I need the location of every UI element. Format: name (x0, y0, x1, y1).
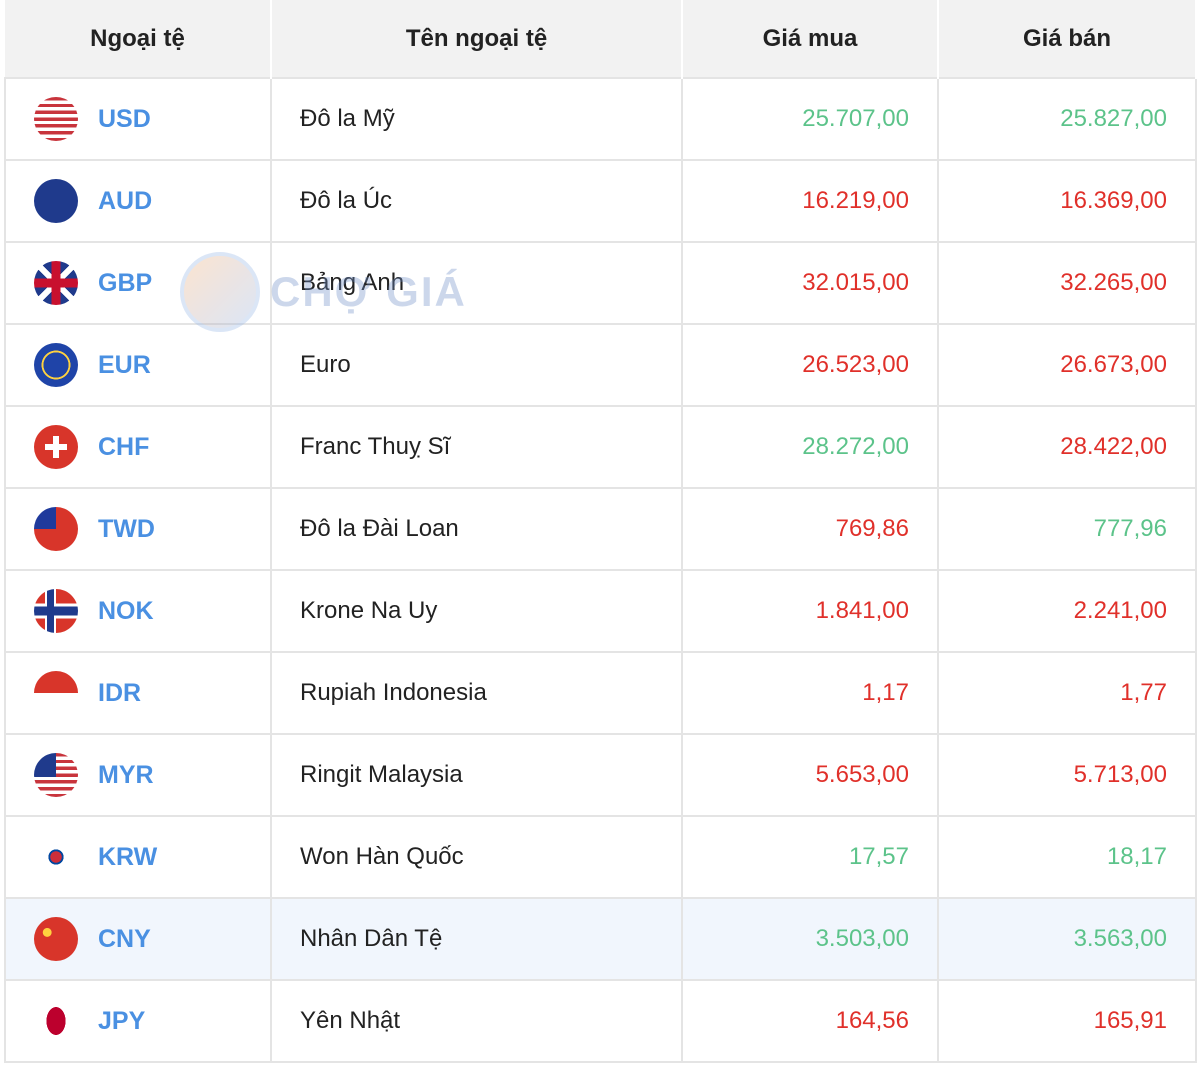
buy-price: 769,86 (681, 487, 939, 571)
header-currency-name[interactable]: Tên ngoại tệ (271, 0, 683, 78)
table-row-cny[interactable]: CNY Nhân Dân Tệ 3.503,00 3.563,00 (4, 897, 1197, 981)
sell-price: 3.563,00 (937, 897, 1197, 981)
cn-flag-icon (34, 917, 78, 961)
currency-name: Nhân Dân Tệ (270, 897, 683, 981)
currency-code-link[interactable]: EUR (98, 350, 151, 379)
currency-code-link[interactable]: MYR (98, 760, 154, 789)
buy-price: 5.653,00 (681, 733, 939, 817)
buy-price: 164,56 (681, 979, 939, 1063)
sell-price: 1,77 (937, 651, 1197, 735)
currency-name: Bảng Anh (270, 241, 683, 325)
currency-code-link[interactable]: IDR (98, 678, 142, 707)
exchange-rate-table: Ngoại tệ Tên ngoại tệ Giá mua Giá bán US… (4, 0, 1197, 1063)
currency-name: Won Hàn Quốc (270, 815, 683, 899)
currency-code-link[interactable]: AUD (98, 186, 153, 215)
sell-price: 32.265,00 (937, 241, 1197, 325)
buy-price: 26.523,00 (681, 323, 939, 407)
jp-flag-icon (34, 999, 78, 1043)
currency-cell: TWD (4, 487, 272, 571)
currency-cell: AUD (4, 159, 272, 243)
ch-flag-icon (34, 425, 78, 469)
us-flag-icon (34, 97, 78, 141)
kr-flag-icon (34, 835, 78, 879)
no-flag-icon (34, 589, 78, 633)
sell-price: 16.369,00 (937, 159, 1197, 243)
buy-price: 32.015,00 (681, 241, 939, 325)
buy-price: 1,17 (681, 651, 939, 735)
currency-cell: NOK (4, 569, 272, 653)
currency-code-link[interactable]: CHF (98, 432, 150, 461)
sell-price: 18,17 (937, 815, 1197, 899)
currency-code-link[interactable]: CNY (98, 924, 151, 953)
buy-price: 16.219,00 (681, 159, 939, 243)
tw-flag-icon (34, 507, 78, 551)
currency-cell: CHF (4, 405, 272, 489)
currency-name: Đô la Úc (270, 159, 683, 243)
eu-flag-icon (34, 343, 78, 387)
currency-cell: IDR (4, 651, 272, 735)
currency-cell: EUR (4, 323, 272, 407)
buy-price: 28.272,00 (681, 405, 939, 489)
table-row-gbp[interactable]: GBP Bảng Anh 32.015,00 32.265,00 (4, 241, 1197, 325)
currency-name: Krone Na Uy (270, 569, 683, 653)
my-flag-icon (34, 753, 78, 797)
currency-name: Rupiah Indonesia (270, 651, 683, 735)
table-row-chf[interactable]: CHF Franc Thuỵ Sĩ 28.272,00 28.422,00 (4, 405, 1197, 489)
sell-price: 2.241,00 (937, 569, 1197, 653)
table-row-aud[interactable]: AUD Đô la Úc 16.219,00 16.369,00 (4, 159, 1197, 243)
currency-code-link[interactable]: NOK (98, 596, 154, 625)
currency-code-link[interactable]: JPY (98, 1006, 146, 1035)
currency-cell: MYR (4, 733, 272, 817)
currency-name: Ringit Malaysia (270, 733, 683, 817)
sell-price: 25.827,00 (937, 77, 1197, 161)
table-row-myr[interactable]: MYR Ringit Malaysia 5.653,00 5.713,00 (4, 733, 1197, 817)
id-flag-icon (34, 671, 78, 715)
header-row: Ngoại tệ Tên ngoại tệ Giá mua Giá bán (5, 0, 1197, 78)
currency-cell: GBP (4, 241, 272, 325)
currency-code-link[interactable]: USD (98, 104, 151, 133)
sell-price: 165,91 (937, 979, 1197, 1063)
table-row-nok[interactable]: NOK Krone Na Uy 1.841,00 2.241,00 (4, 569, 1197, 653)
sell-price: 28.422,00 (937, 405, 1197, 489)
currency-cell: JPY (4, 979, 272, 1063)
currency-cell: USD (4, 77, 272, 161)
sell-price: 777,96 (937, 487, 1197, 571)
table-row-krw[interactable]: KRW Won Hàn Quốc 17,57 18,17 (4, 815, 1197, 899)
currency-name: Franc Thuỵ Sĩ (270, 405, 683, 489)
currency-cell: KRW (4, 815, 272, 899)
header-buy-price[interactable]: Giá mua (682, 0, 939, 78)
currency-name: Yên Nhật (270, 979, 683, 1063)
table-row-usd[interactable]: USD Đô la Mỹ 25.707,00 25.827,00 (4, 77, 1197, 161)
table-row-jpy[interactable]: JPY Yên Nhật 164,56 165,91 (4, 979, 1197, 1063)
currency-name: Euro (270, 323, 683, 407)
buy-price: 1.841,00 (681, 569, 939, 653)
gb-flag-icon (34, 261, 78, 305)
sell-price: 26.673,00 (937, 323, 1197, 407)
currency-code-link[interactable]: KRW (98, 842, 158, 871)
currency-name: Đô la Mỹ (270, 77, 683, 161)
buy-price: 3.503,00 (681, 897, 939, 981)
header-currency[interactable]: Ngoại tệ (5, 0, 272, 78)
buy-price: 25.707,00 (681, 77, 939, 161)
currency-name: Đô la Đài Loan (270, 487, 683, 571)
table-row-twd[interactable]: TWD Đô la Đài Loan 769,86 777,96 (4, 487, 1197, 571)
currency-code-link[interactable]: TWD (98, 514, 155, 543)
table-row-idr[interactable]: IDR Rupiah Indonesia 1,17 1,77 (4, 651, 1197, 735)
table-row-eur[interactable]: EUR Euro 26.523,00 26.673,00 (4, 323, 1197, 407)
sell-price: 5.713,00 (937, 733, 1197, 817)
currency-cell: CNY (4, 897, 272, 981)
buy-price: 17,57 (681, 815, 939, 899)
header-sell-price[interactable]: Giá bán (938, 0, 1197, 78)
currency-code-link[interactable]: GBP (98, 268, 153, 297)
au-flag-icon (34, 179, 78, 223)
